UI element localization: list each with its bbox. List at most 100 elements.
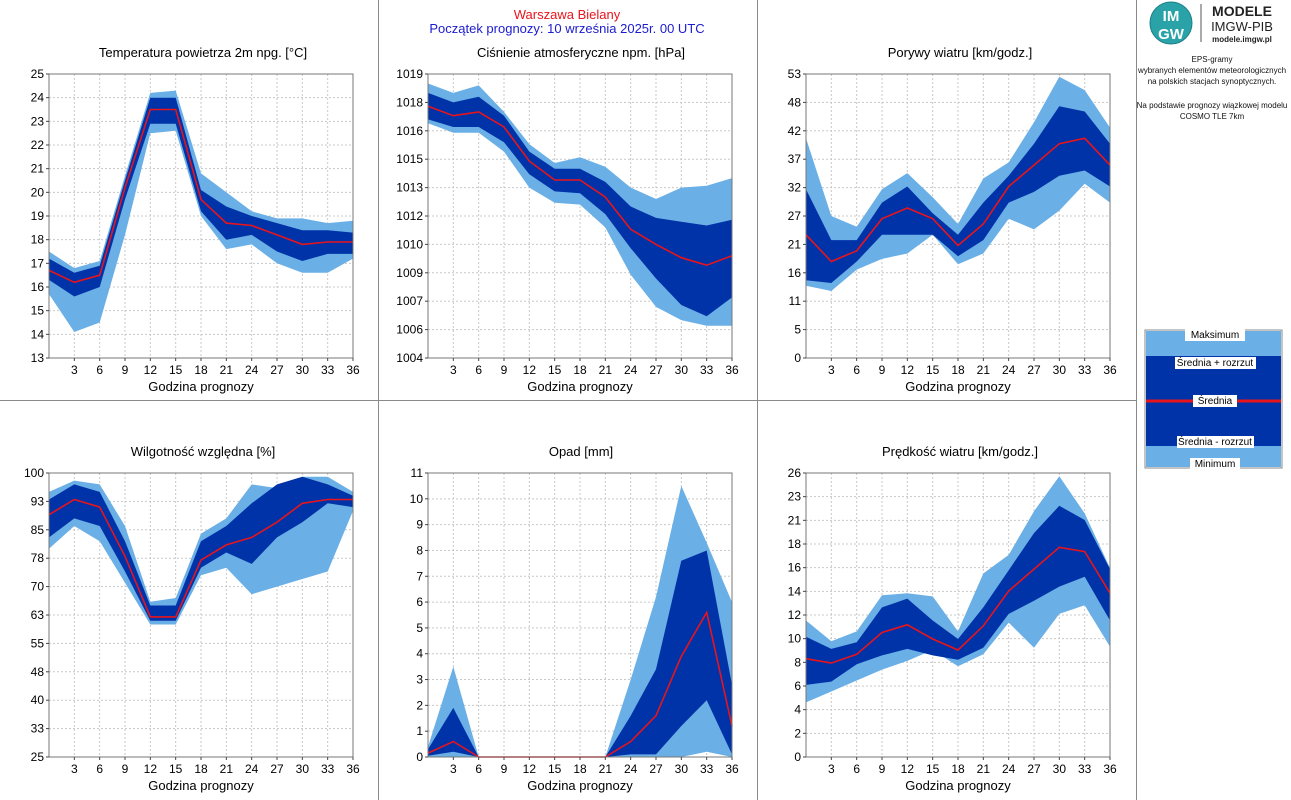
y-tick-label: 21 [788, 237, 802, 251]
x-tick-label: 33 [1078, 363, 1092, 377]
y-tick-label: 85 [31, 523, 45, 537]
inner-band [428, 550, 732, 757]
y-tick-label: 1 [416, 724, 423, 738]
x-tick-label: 6 [853, 762, 860, 776]
y-tick-label: 8 [794, 655, 801, 669]
station-title: Warszawa Bielany [514, 7, 621, 22]
y-tick-label: 15 [31, 304, 45, 318]
y-tick-label: 5 [416, 621, 423, 635]
y-tick-label: 11 [789, 294, 802, 308]
y-tick-label: 22 [31, 138, 45, 152]
y-tick-label: 1007 [396, 294, 423, 308]
y-tick-label: 27 [788, 209, 802, 223]
x-tick-label: 3 [450, 363, 457, 377]
info-text: EPS-gramy wybranych elementów meteorolog… [1137, 55, 1288, 121]
y-tick-label: 0 [794, 351, 801, 365]
forecast-start: Początek prognozy: 10 września 2025r. 00… [429, 21, 704, 36]
x-tick-label: 9 [501, 762, 508, 776]
x-tick-label: 18 [951, 363, 965, 377]
chart-panel: 3 6 9 12 15 18 21 24 27 30 33 361314151617181920212… [31, 45, 360, 394]
x-tick-label: 18 [573, 762, 587, 776]
info-line: Na podstawie prognozy wiązkowej modelu [1137, 101, 1288, 110]
legend-min: Minimum [1195, 459, 1236, 470]
logo-line2: IMGW-PIB [1211, 19, 1273, 34]
x-tick-label: 36 [725, 762, 739, 776]
y-tick-label: 7 [416, 569, 423, 583]
x-tick-label: 18 [194, 363, 208, 377]
y-tick-label: 6 [794, 679, 801, 693]
x-tick-label: 33 [321, 363, 335, 377]
x-tick-label: 18 [194, 762, 208, 776]
y-tick-label: 78 [31, 551, 45, 565]
y-tick-label: 1015 [396, 152, 423, 166]
y-tick-label: 25 [31, 67, 45, 81]
x-tick-label: 36 [1103, 363, 1117, 377]
x-tick-label: 15 [169, 762, 183, 776]
logo-mark-top: IM [1163, 8, 1180, 25]
x-axis-label: Godzina prognozy [527, 778, 633, 793]
y-tick-label: 8 [416, 543, 423, 557]
y-tick-label: 11 [411, 466, 424, 480]
y-tick-label: 10 [788, 632, 802, 646]
x-tick-label: 12 [523, 762, 537, 776]
y-tick-label: 1016 [396, 124, 423, 138]
x-tick-label: 24 [245, 363, 259, 377]
chart-panel: 3 6 9 12 15 18 21 24 27 30 33 361004100610071009101… [396, 45, 739, 394]
band-legend: Maksimum Średnia + rozrzut Średnia Średn… [1144, 329, 1283, 470]
y-tick-label: 5 [794, 323, 801, 337]
x-tick-label: 24 [1002, 363, 1016, 377]
y-tick-label: 4 [794, 703, 801, 717]
x-axis-label: Godzina prognozy [905, 778, 1011, 793]
x-tick-label: 21 [220, 363, 234, 377]
x-tick-label: 27 [1027, 762, 1041, 776]
inner-band [806, 106, 1110, 283]
x-tick-label: 3 [828, 363, 835, 377]
x-tick-label: 21 [599, 363, 613, 377]
y-tick-label: 63 [31, 608, 45, 622]
y-tick-label: 1013 [396, 181, 423, 195]
x-tick-label: 12 [144, 363, 158, 377]
legend-mean-plus: Średnia + rozrzut [1177, 356, 1254, 369]
logo-line1: MODELE [1212, 3, 1272, 19]
x-tick-label: 36 [725, 363, 739, 377]
panel-frames [0, 0, 1137, 800]
x-tick-label: 3 [71, 363, 78, 377]
legend-mean-minus: Średnia - rozrzut [1178, 435, 1252, 448]
y-tick-label: 0 [416, 750, 423, 764]
y-tick-label: 100 [24, 466, 44, 480]
x-tick-label: 33 [321, 762, 335, 776]
y-tick-label: 1006 [396, 323, 423, 337]
x-tick-label: 18 [951, 762, 965, 776]
x-tick-label: 21 [977, 363, 991, 377]
y-tick-label: 33 [31, 722, 45, 736]
x-tick-label: 9 [879, 762, 886, 776]
x-tick-label: 24 [624, 363, 638, 377]
imgw-logo: IM GW MODELE IMGW-PIB modele.imgw.pl [1149, 1, 1273, 45]
x-axis-label: Godzina prognozy [905, 379, 1011, 394]
x-tick-label: 27 [270, 363, 284, 377]
x-tick-label: 27 [270, 762, 284, 776]
y-tick-label: 1009 [396, 266, 423, 280]
y-tick-label: 19 [31, 209, 45, 223]
y-tick-label: 16 [788, 561, 802, 575]
x-tick-label: 30 [675, 762, 689, 776]
y-tick-label: 21 [31, 162, 45, 176]
x-tick-label: 21 [599, 762, 613, 776]
x-tick-label: 15 [926, 762, 940, 776]
x-tick-label: 6 [96, 363, 103, 377]
inner-band [428, 92, 732, 317]
y-tick-label: 13 [31, 351, 45, 365]
chart-title: Opad [mm] [549, 444, 613, 459]
y-tick-label: 53 [788, 67, 802, 81]
y-tick-label: 1019 [396, 67, 423, 81]
y-tick-label: 2 [794, 726, 801, 740]
x-tick-label: 9 [879, 363, 886, 377]
y-tick-label: 1018 [396, 95, 423, 109]
x-tick-label: 33 [1078, 762, 1092, 776]
x-tick-label: 12 [901, 762, 915, 776]
y-tick-label: 42 [788, 124, 802, 138]
x-tick-label: 3 [828, 762, 835, 776]
x-tick-label: 30 [296, 762, 310, 776]
chart-title: Temperatura powietrza 2m npg. [°C] [99, 45, 307, 60]
y-tick-label: 48 [31, 665, 45, 679]
